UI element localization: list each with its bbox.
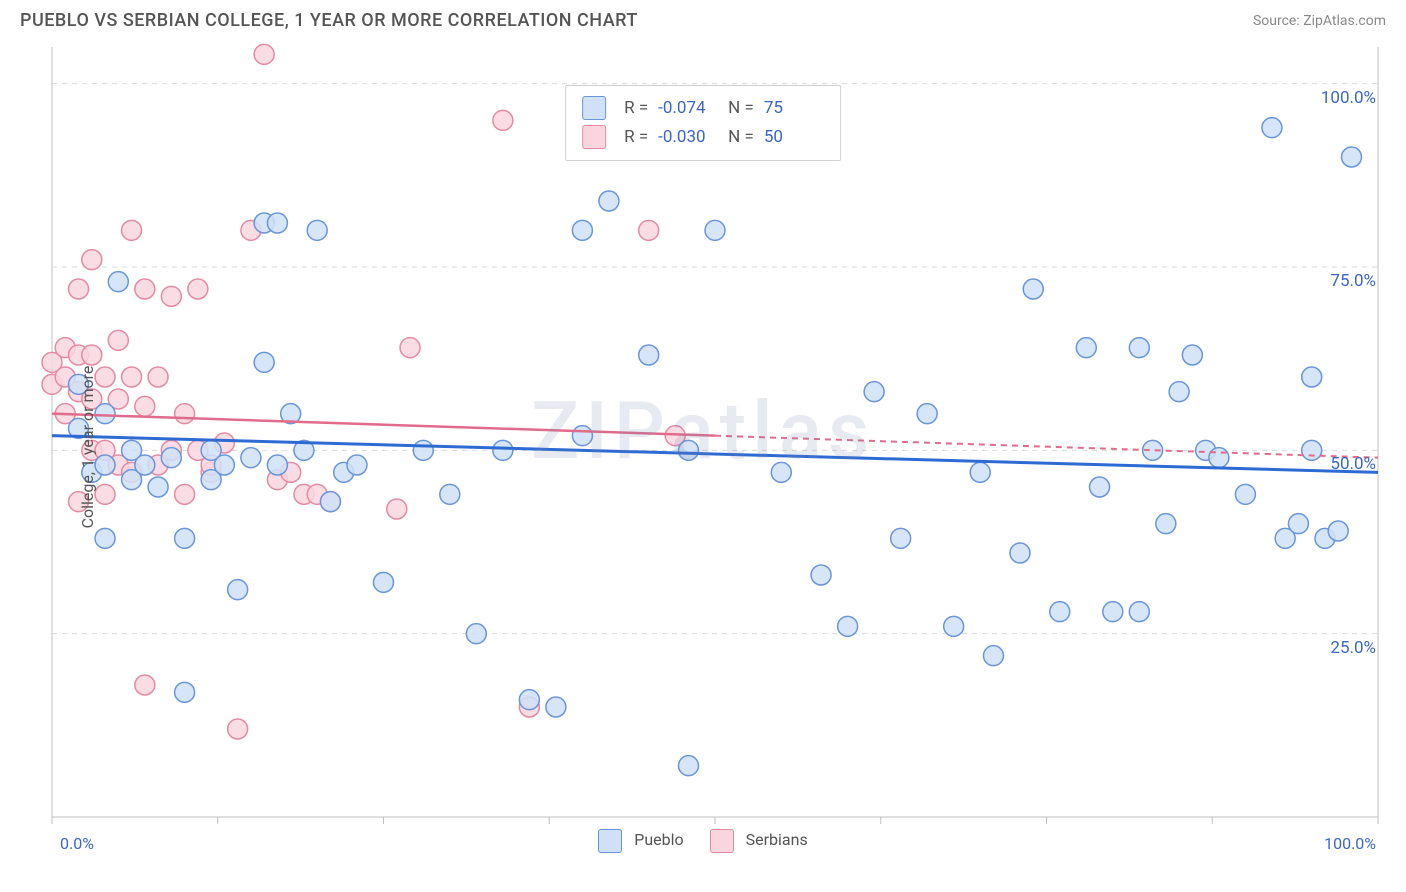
swatch-pueblo <box>582 96 606 120</box>
r-value-serbians: -0.030 <box>658 123 718 152</box>
swatch-pueblo-footer <box>598 829 622 853</box>
header: PUEBLO VS SERBIAN COLLEGE, 1 YEAR OR MOR… <box>0 0 1406 37</box>
r-value-pueblo: -0.074 <box>658 94 718 123</box>
swatch-serbians <box>582 125 606 149</box>
legend-item-serbians: Serbians <box>710 829 808 853</box>
chart-title: PUEBLO VS SERBIAN COLLEGE, 1 YEAR OR MOR… <box>20 10 638 31</box>
y-grid-label: 75.0% <box>1330 271 1376 291</box>
legend-row-serbians: R =-0.030 N =50 <box>582 123 824 152</box>
legend-label-serbians: Serbians <box>746 830 808 849</box>
series-legend: Pueblo Serbians <box>0 829 1406 853</box>
y-grid-label: 100.0% <box>1321 88 1376 108</box>
legend-label-pueblo: Pueblo <box>634 830 683 849</box>
y-grid-label: 25.0% <box>1330 638 1376 658</box>
y-grid-label: 50.0% <box>1330 454 1376 474</box>
n-value-serbians: 50 <box>764 123 824 152</box>
n-value-pueblo: 75 <box>764 94 824 123</box>
legend-row-pueblo: R =-0.074 N =75 <box>582 94 824 123</box>
correlation-legend: R =-0.074 N =75 R =-0.030 N =50 <box>565 85 841 161</box>
source-link[interactable]: Source: ZipAtlas.com <box>1253 13 1386 29</box>
y-axis-label: College, 1 year or more <box>78 366 97 529</box>
chart-area: College, 1 year or more ZIPatlas 25.0%50… <box>0 37 1406 857</box>
legend-item-pueblo: Pueblo <box>598 829 683 853</box>
swatch-serbians-footer <box>710 829 734 853</box>
